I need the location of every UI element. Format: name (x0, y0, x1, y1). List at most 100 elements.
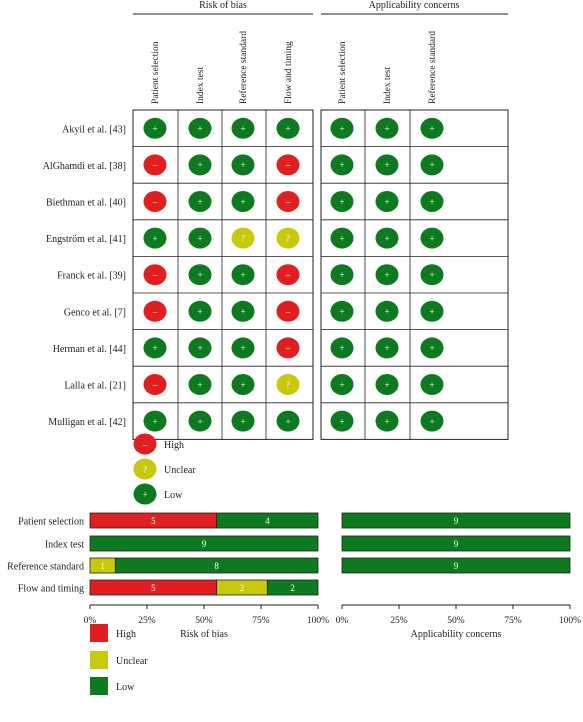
risk-judgement-dot (231, 374, 255, 395)
table-legend-unclear-label: Unclear (164, 465, 196, 476)
risk-judgement-dot (143, 264, 167, 286)
risk-judgement-dot (143, 410, 167, 432)
risk-judgement-dot-symbol: + (152, 124, 157, 134)
risk-judgement-dot (231, 300, 255, 322)
risk-judgement-dot-symbol: ? (286, 233, 290, 243)
risk-judgement-dot-symbol: – (285, 343, 291, 353)
applicability-judgement-dot-symbol: + (339, 307, 344, 317)
risk-judgement-dot-symbol: + (197, 124, 202, 134)
risk-judgement-dot-symbol: + (152, 416, 157, 426)
applicability-judgement-dot (420, 227, 444, 249)
applicability-judgement-dot (330, 264, 354, 286)
applicability-judgement-dot-symbol: + (429, 197, 434, 207)
risk-judgement-dot-symbol: – (285, 197, 291, 207)
applicability-judgement-dot (420, 300, 444, 322)
x-tick-label: 100% (307, 616, 329, 626)
applicability-judgement-dot-symbol: + (429, 343, 434, 353)
applicability-judgement-dot (375, 410, 399, 432)
risk-judgement-dot (143, 117, 167, 139)
bar-segment-count: 9 (202, 539, 207, 549)
risk-judgement-dot (143, 191, 167, 212)
risk-column-header: Flow and timing (284, 41, 294, 104)
risk-judgement-dot (188, 410, 212, 432)
bar-segment-count: 1 (100, 561, 105, 571)
applicability-judgement-dot (330, 410, 354, 432)
risk-column-header: Patient selection (151, 41, 161, 104)
bar-segment-low (216, 512, 319, 529)
x-tick-label: 25% (138, 616, 156, 626)
applicability-judgement-dot-symbol: + (429, 307, 434, 317)
risk-judgement-dot (188, 264, 212, 286)
applicability-judgement-dot-symbol: + (339, 270, 344, 280)
bar-category-label: Flow and timing (18, 584, 84, 595)
bar-segment-low (341, 557, 571, 574)
applicability-group-header: Applicability concerns (369, 0, 460, 11)
applicability-column-header: Patient selection (338, 41, 348, 104)
bar-legend-unclear-swatch (90, 651, 108, 669)
x-tick-label: 25% (390, 616, 408, 626)
applicability-judgement-dot-symbol: + (384, 380, 389, 390)
applicability-judgement-dot-symbol: + (339, 380, 344, 390)
applicability-judgement-dot-symbol: + (429, 380, 434, 390)
risk-judgement-dot-symbol: + (197, 380, 202, 390)
risk-judgement-dot-symbol: – (152, 197, 158, 207)
risk-judgement-dot-symbol: – (152, 380, 158, 390)
bar-legend-unclear-label: Unclear (116, 656, 148, 667)
risk-judgement-dot-symbol: + (197, 197, 202, 207)
applicability-judgement-dot (330, 374, 354, 395)
bar-legend-low-swatch (90, 677, 108, 695)
risk-judgement-dot-symbol: + (240, 197, 245, 207)
x-tick-label: 50% (195, 616, 213, 626)
applicability-judgement-dot-symbol: + (384, 270, 389, 280)
risk-judgement-dot (143, 300, 167, 322)
risk-column-header: Index test (196, 66, 206, 104)
risk-judgement-dot-symbol: + (197, 416, 202, 426)
bar-category-label: Index test (45, 540, 84, 551)
bar-segment-count: 8 (214, 561, 219, 571)
bar-legend-low-label: Low (116, 682, 135, 693)
risk-judgement-dot (276, 227, 300, 249)
risk-judgement-dot-symbol: – (285, 270, 291, 280)
table-legend-low-dot-symbol: + (142, 489, 147, 499)
risk-judgement-dot-symbol: + (285, 416, 290, 426)
study-label: Engström et al. [41] (46, 234, 126, 245)
bar-segment-count: 9 (454, 539, 459, 549)
applicability-judgement-dot-symbol: + (429, 270, 434, 280)
bar-segment-low (341, 512, 571, 529)
applicability-judgement-dot (420, 374, 444, 395)
risk-judgement-dot (231, 154, 255, 176)
applicability-judgement-dot (420, 337, 444, 359)
table-legend-low-dot (133, 483, 157, 505)
x-tick-label: 50% (447, 616, 465, 626)
risk-judgement-dot-symbol: – (285, 160, 291, 170)
table-legend-high-label: High (164, 440, 184, 451)
applicability-judgement-dot-symbol: + (384, 343, 389, 353)
bar-segment-count: 4 (265, 516, 270, 526)
risk-judgement-dot (231, 117, 255, 139)
study-label: Genco et al. [7] (64, 307, 126, 318)
bar-category-label: Reference standard (7, 562, 84, 573)
risk-judgement-dot (276, 374, 300, 395)
risk-judgement-dot-symbol: + (285, 124, 290, 134)
bar-segment-count: 9 (454, 561, 459, 571)
risk-judgement-dot-symbol: + (197, 160, 202, 170)
applicability-judgement-dot (420, 264, 444, 286)
x-axis-title: Applicability concerns (411, 629, 502, 640)
risk-judgement-dot (188, 374, 212, 395)
x-tick-label: 75% (504, 616, 522, 626)
risk-judgement-dot-symbol: + (240, 380, 245, 390)
risk-judgement-dot (276, 337, 300, 359)
x-tick-label: 0% (84, 616, 97, 626)
risk-judgement-dot-symbol: ? (286, 380, 290, 390)
risk-judgement-dot-symbol: + (197, 343, 202, 353)
study-label: Herman et al. [44] (53, 344, 126, 355)
bar-legend-high-label: High (116, 629, 136, 640)
applicability-judgement-dot (330, 191, 354, 212)
risk-judgement-dot (276, 300, 300, 322)
risk-judgement-dot (276, 410, 300, 432)
applicability-judgement-dot (330, 300, 354, 322)
applicability-judgement-dot (375, 191, 399, 212)
applicability-judgement-dot-symbol: + (384, 416, 389, 426)
risk-judgement-dot-symbol: + (240, 307, 245, 317)
risk-judgement-dot-symbol: – (152, 270, 158, 280)
